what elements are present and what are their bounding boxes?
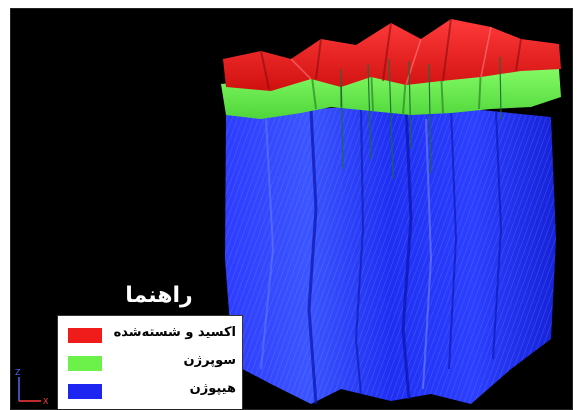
orebody-3d-model[interactable] — [11, 9, 572, 409]
drill-holes — [340, 56, 502, 180]
3d-viewport[interactable]: راهنما اکسید و شسته‌شده سوپرژن هیپوژن Z … — [10, 8, 573, 410]
supergene-swatch — [68, 356, 102, 371]
legend-title: راهنما — [125, 283, 193, 308]
legend-label-supergene: سوپرژن — [183, 353, 236, 368]
legend-item-oxide: اکسید و شسته‌شده — [66, 324, 236, 346]
legend-label-oxide: اکسید و شسته‌شده — [113, 325, 236, 340]
legend-item-supergene: سوپرژن — [66, 352, 236, 374]
legend-item-hypogene: هیپوژن — [66, 380, 236, 402]
oxide-swatch — [68, 328, 102, 343]
axis-x-label: X — [43, 397, 49, 406]
axis-z-label: Z — [15, 368, 21, 377]
oxide-leached-zone — [223, 18, 561, 91]
hypogene-swatch — [68, 384, 102, 399]
axis-triad-icon: Z X — [15, 368, 49, 406]
legend-label-hypogene: هیپوژن — [189, 381, 236, 396]
legend-box: اکسید و شسته‌شده سوپرژن هیپوژن — [57, 315, 243, 409]
hypogene-zone — [225, 105, 556, 405]
